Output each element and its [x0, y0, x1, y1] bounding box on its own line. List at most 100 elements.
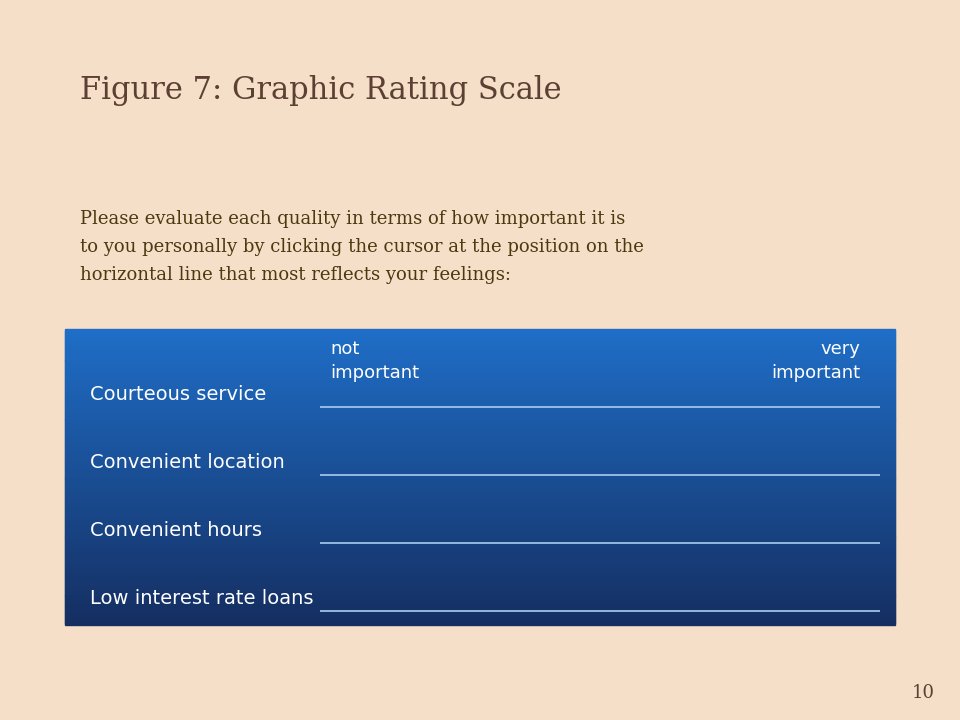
Bar [65, 616, 895, 619]
Bar [65, 603, 895, 606]
Bar [65, 433, 895, 436]
Bar [65, 622, 895, 625]
Bar [65, 386, 895, 389]
Bar [65, 506, 895, 509]
Text: Convenient hours: Convenient hours [90, 521, 262, 541]
Bar [65, 545, 895, 549]
Bar [65, 510, 895, 513]
Bar [65, 587, 895, 590]
Bar [65, 463, 895, 466]
Bar [65, 547, 895, 550]
Bar [65, 447, 895, 450]
Bar [65, 445, 895, 448]
Bar [65, 370, 895, 373]
Bar [65, 490, 895, 493]
Bar [65, 482, 895, 485]
Bar [65, 620, 895, 623]
Bar [65, 492, 895, 495]
Bar [65, 590, 895, 593]
Bar [65, 526, 895, 528]
Bar [65, 611, 895, 613]
Bar [65, 474, 895, 477]
Bar [65, 552, 895, 554]
Bar [65, 472, 895, 475]
Bar [65, 359, 895, 361]
Bar [65, 508, 895, 511]
Bar [65, 400, 895, 402]
Bar [65, 392, 895, 395]
Bar [65, 337, 895, 340]
Bar [65, 498, 895, 501]
Bar [65, 380, 895, 383]
Bar [65, 418, 895, 420]
Bar [65, 402, 895, 405]
Bar [65, 512, 895, 515]
Bar [65, 384, 895, 387]
Bar [65, 348, 895, 351]
Bar [65, 413, 895, 417]
Bar [65, 582, 895, 585]
Bar [65, 388, 895, 391]
Bar [65, 471, 895, 474]
Bar [65, 541, 895, 544]
Bar [65, 604, 895, 607]
Bar [65, 382, 895, 385]
Bar [65, 335, 895, 338]
Bar [65, 410, 895, 413]
Text: Convenient location: Convenient location [90, 454, 285, 472]
Bar [65, 504, 895, 507]
Bar [65, 496, 895, 499]
Text: Low interest rate loans: Low interest rate loans [90, 590, 314, 608]
Bar [65, 480, 895, 483]
Bar [65, 398, 895, 401]
Bar [65, 528, 895, 531]
Bar [65, 579, 895, 582]
Bar [65, 544, 895, 546]
Bar [65, 374, 895, 377]
Bar [65, 573, 895, 576]
Bar [65, 405, 895, 409]
Bar [65, 428, 895, 431]
Bar [65, 516, 895, 519]
Bar [65, 581, 895, 584]
Bar [65, 485, 895, 487]
Bar [65, 439, 895, 442]
Text: very
important: very important [771, 340, 860, 382]
Bar [65, 557, 895, 560]
Bar [65, 523, 895, 526]
Bar [65, 451, 895, 454]
Bar [65, 459, 895, 462]
Bar [65, 530, 895, 533]
Bar [65, 537, 895, 541]
Bar [65, 598, 895, 601]
Text: 10: 10 [912, 684, 935, 702]
Bar [65, 606, 895, 609]
Bar [65, 555, 895, 558]
Bar [65, 575, 895, 577]
Bar [65, 565, 895, 568]
Bar [65, 494, 895, 498]
Bar [65, 477, 895, 480]
Bar [65, 429, 895, 432]
Bar [65, 618, 895, 621]
Bar [65, 343, 895, 346]
Bar [65, 426, 895, 428]
Bar [65, 378, 895, 381]
Bar [65, 376, 895, 379]
Bar [65, 347, 895, 350]
Bar [65, 396, 895, 399]
Bar [65, 539, 895, 542]
Bar [65, 464, 895, 468]
Text: Figure 7: Graphic Rating Scale: Figure 7: Graphic Rating Scale [80, 75, 562, 106]
Bar [65, 415, 895, 418]
Bar [65, 500, 895, 503]
Bar [65, 502, 895, 505]
Bar [65, 571, 895, 574]
Bar [65, 461, 895, 464]
Bar [65, 585, 895, 588]
Bar [65, 612, 895, 615]
Bar [65, 514, 895, 517]
Bar [65, 437, 895, 440]
Bar [65, 593, 895, 595]
Bar [65, 333, 895, 336]
